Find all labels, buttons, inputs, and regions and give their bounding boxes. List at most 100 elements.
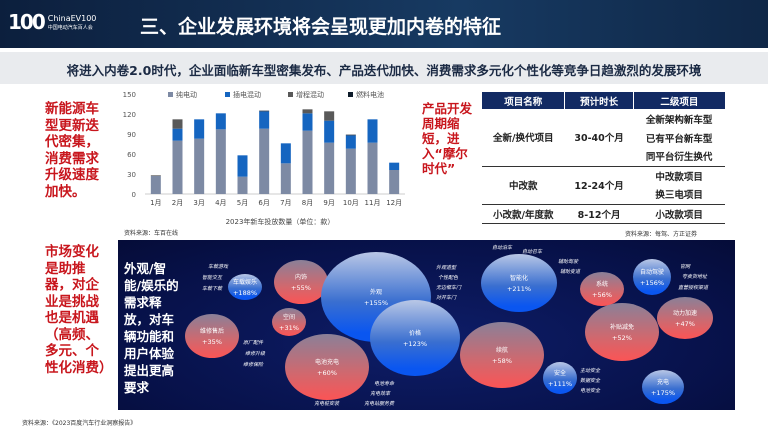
subtitle-band [0,52,768,84]
col-header: 预计时长 [564,92,634,109]
legend-swatch [168,92,173,97]
cell: 全新架构新车型 [645,114,713,126]
bubble-label: 续航 [495,347,508,354]
legend-label: 增程混动 [296,90,324,99]
footer-source: 资料来源：《2023百度汽车行业洞察报告》 [22,420,137,427]
legend-label: 插电混动 [233,90,261,99]
bubble-percent: +111% [547,380,573,388]
bubble-label: 外观 [369,289,382,296]
bubble-annotation: 智能交互 [202,275,223,281]
cell: 同平台衍生换代 [645,152,713,164]
bar-segment [150,176,161,194]
bubble: 系统 +56% [580,272,624,306]
bubble-percent: +35% [202,338,222,346]
demand-bubble-panel: 外观/智能/娱乐的需求释放，对车辆功能和用户体验提出更高要求 车载娱乐 +188%… [118,240,735,410]
bubble-annotation: 自动泊车 [492,245,513,251]
bar-segment [172,119,183,129]
left-note-2: 市场变化是助推器，对企业是挑战也是机遇（高频、多元、个性化消费） [45,244,113,376]
x-tick-label: 7月 [280,199,291,207]
bubble-label: 维修售后 [199,328,224,335]
logo-number: 100 [8,10,46,34]
cell: 30-40个月 [574,133,624,145]
bar-segment [389,162,400,170]
cell: 小改款/年度款 [481,203,565,223]
x-tick-label: 10月 [343,199,359,207]
bar-segment [172,128,183,141]
new-model-chart: 0 30 60 90 120 150 1月 2月 3月 4月 5月 6月 7月 8月 9月 10月 11月 12月… [123,90,405,226]
bubble-label: 动力加速 [672,310,697,317]
logo-cn: 中国电动汽车百人会 [47,24,93,31]
bar-segment [280,163,291,194]
bubble: 续航 +58% [460,322,544,388]
cycle-note: 产品开发周期缩短，进入“摩尔时代” [422,101,473,176]
x-tick-label: 5月 [237,199,248,207]
cell: 小改款项目 [633,203,725,223]
bubble: 价格 +123% [370,300,460,376]
y-tick-label: 90 [127,131,136,139]
bubble: 维修售后 +35% [185,314,239,358]
y-tick-label: 60 [127,151,136,159]
bubble: 安全 +111% [543,362,577,394]
bubble: 车载娱乐 +188% [228,274,262,300]
y-tick-label: 150 [123,91,136,99]
bubble-percent: +47% [675,320,695,328]
x-tick-label: 2月 [172,199,183,207]
bar-segment [237,176,248,194]
x-axis-title: 2023年新车投放数量（单位：款） [226,217,335,226]
table-row: 中改款 12-24个月 中改款项目 [481,165,725,204]
legend-label: 燃料电池 [356,90,384,99]
bubble-percent: +55% [291,284,311,292]
bubble-label: 车载娱乐 [232,279,257,286]
bubble-annotation: 辅助变道 [560,269,581,275]
bubble-annotation: 夸卖货地址 [682,274,708,280]
bar-segment [345,148,356,194]
bar-segment [259,128,270,194]
bubble-label: 自动驾驶 [639,269,664,276]
bubble-annotation: 外观造型 [436,265,457,271]
table-row: 小改款/年度款 8-12个月 小改款项目 [481,203,725,223]
bar-segment [345,135,356,149]
bar-segment [302,113,313,131]
bar-segment [367,142,378,194]
bubble-label: 充电 [656,379,669,386]
bar-segment [215,113,226,130]
bubble-annotation: 车载下载 [202,286,223,292]
bubble-label: 电池充电 [314,359,339,366]
bar-segment [302,130,313,194]
bubble-annotation: 车载游戏 [208,264,229,270]
legend-swatch [348,92,353,97]
bubble-annotation: 电池安全 [580,388,601,394]
x-tick-label: 11月 [365,199,381,207]
bubble-annotation: 维修保险 [243,362,264,368]
bubble: 充电 +175% [642,370,684,404]
bar-segment [302,109,313,114]
cell: 8-12个月 [564,203,634,223]
bar-segment [324,120,335,143]
bar-segment [194,119,205,139]
bubble-annotation: 直营授权渠道 [678,285,709,291]
chart-source: 资料来源：车百在线 [124,230,179,237]
cell: 中改款项目 [633,165,725,185]
bar-segment [324,142,335,194]
bubble-annotation: 官网 [680,264,691,270]
y-tick-label: 0 [132,191,136,199]
cell: 已有平台新车型 [645,133,713,145]
bubble-label: 安全 [553,370,566,377]
legend-swatch [288,92,293,97]
x-tick-label: 6月 [258,199,269,207]
bubble-label: 补贴减免 [609,324,634,331]
x-tick-label: 12月 [386,199,402,207]
bar-segment [172,140,183,194]
bubble-annotation: 充电效率 [370,391,391,397]
bubble-annotation: 无边框车门 [436,285,462,291]
bubble-label: 空间 [282,314,295,321]
x-tick-label: 8月 [302,199,313,207]
bubble: 空间 +31% [272,308,306,336]
bubble-annotation: 个性配色 [438,275,459,281]
bubble-annotation: 数据安全 [580,378,601,384]
bar-segment [324,111,335,121]
bubble-label: 内饰 [294,274,307,281]
bubble-annotation: 原厂配件 [243,340,264,346]
col-header: 项目名称 [480,92,565,109]
header-bar: 100 ChinaEV100 中国电动汽车百人会 三、企业发展环境将会呈现更加内卷… [0,0,768,48]
